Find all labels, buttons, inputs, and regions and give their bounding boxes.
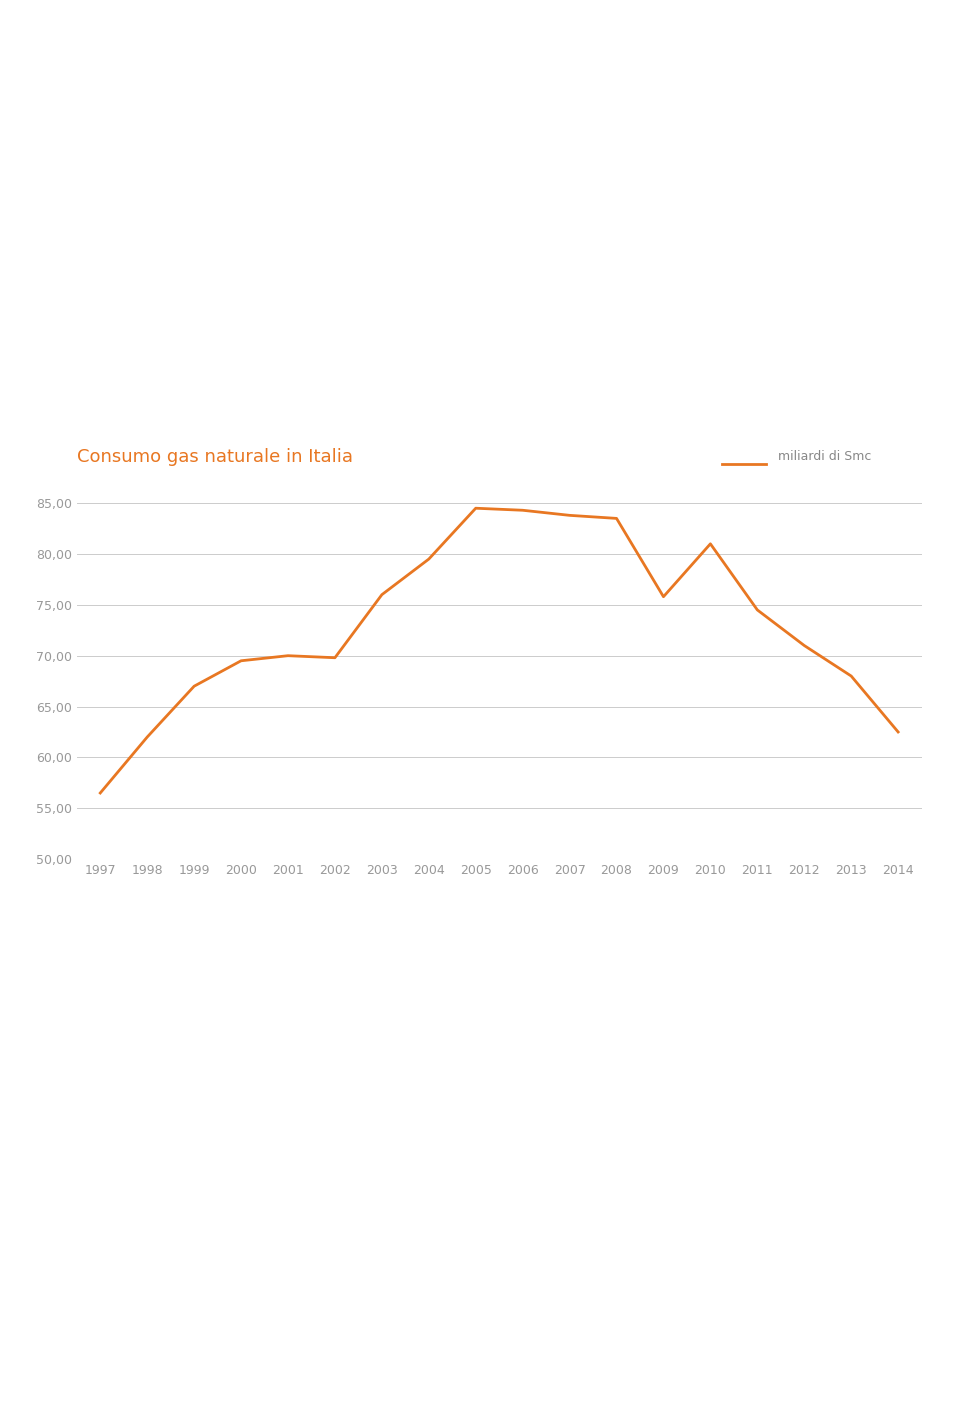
Text: Consumo gas naturale in Italia: Consumo gas naturale in Italia bbox=[77, 447, 353, 466]
Text: miliardi di Smc: miliardi di Smc bbox=[778, 450, 871, 463]
